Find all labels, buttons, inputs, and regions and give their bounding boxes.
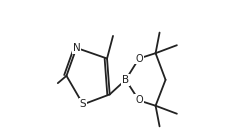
Text: B: B [122, 75, 129, 85]
Text: O: O [135, 95, 143, 105]
Text: S: S [80, 99, 86, 109]
Text: O: O [135, 53, 143, 64]
Text: N: N [73, 43, 80, 53]
